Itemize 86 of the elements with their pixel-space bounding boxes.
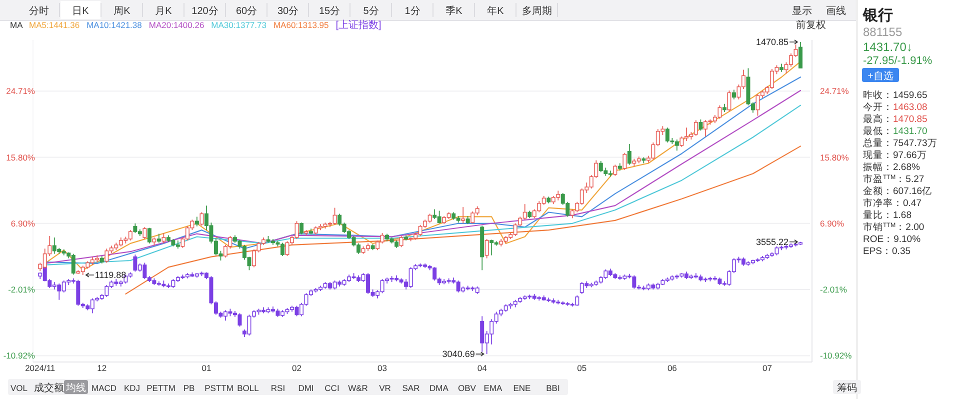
text: 市净率：0.47 [863, 197, 922, 209]
x-tick-label: 03 [378, 363, 388, 373]
text: 金额：607.16亿 [863, 185, 932, 197]
text: 日K [72, 6, 90, 17]
y-tick-label: 15.80% [6, 152, 36, 162]
text: VR [379, 383, 391, 393]
text: 银行 [862, 7, 893, 24]
annotation: 3040.69 [442, 349, 475, 360]
text: 昨收：1459.65 [863, 89, 928, 101]
text: EMA [484, 383, 503, 393]
text: -27.95/-1.91% [863, 55, 932, 67]
text: 年K [487, 5, 504, 17]
annotation: 1470.85 [756, 37, 788, 48]
text: MA5:1441.36 [29, 20, 80, 30]
text: MA30:1377.73 [211, 20, 267, 30]
annotation: 1119.88 [94, 270, 126, 280]
text: RSI [270, 383, 286, 393]
text: 月K [155, 6, 172, 17]
text: 120分 [192, 5, 218, 17]
x-tick-label: 12 [97, 363, 107, 373]
text: 总量：7547.73万 [862, 137, 938, 149]
text: 季K [446, 5, 463, 17]
text: PB [183, 383, 195, 393]
text: 前复权 [796, 19, 826, 31]
text: ROE：9.10% [863, 234, 922, 245]
text: BOLL [237, 383, 260, 393]
text: MA [10, 20, 24, 30]
text: EPS：0.35 [863, 246, 911, 257]
text: 1分 [404, 5, 420, 17]
text: 最低：1431.70 [863, 126, 928, 137]
text: MA60:1313.95 [273, 20, 330, 30]
y-tick-label: 6.90% [10, 218, 36, 228]
text: 881155 [863, 25, 902, 39]
text: OBV [458, 383, 476, 393]
text: SAR [402, 383, 420, 393]
text: MACD [91, 383, 117, 393]
text: 今开：1463.08 [863, 101, 928, 113]
y2-tick-label: 6.90% [820, 218, 845, 228]
text: 现量：97.66万 [863, 150, 927, 161]
text: ENE [513, 383, 532, 393]
text: 1431.70↓ [863, 40, 912, 54]
text: 多周期 [522, 5, 552, 17]
text: 分时 [29, 5, 49, 17]
text: 成交额 [34, 382, 64, 394]
text: 振幅：2.68% [863, 161, 920, 173]
x-tick-label: 04 [477, 363, 488, 373]
y2-tick-label: -10.92% [820, 350, 852, 361]
text: 30分 [277, 5, 299, 17]
y-tick-label: -2.01% [8, 284, 36, 295]
x-tick-label: 02 [292, 363, 302, 373]
text: 筹码 [837, 382, 857, 394]
text: BBI [546, 383, 560, 393]
text: [上证指数] [336, 19, 382, 31]
text: CCI [324, 383, 340, 393]
text: 市盈$^{TTM}$：5.27 [863, 173, 924, 185]
text: VOL [10, 383, 28, 393]
text: KDJ [124, 383, 140, 393]
x-tick-label: 2024/11 [25, 363, 56, 373]
y2-tick-label: 15.80% [820, 152, 850, 162]
text: 量比：1.68 [863, 209, 912, 221]
x-tick-label: 07 [762, 363, 772, 373]
text: 周K [114, 6, 131, 17]
text: W&R [348, 383, 368, 393]
y-tick-label: -10.92% [3, 350, 36, 361]
text: +自选 [868, 70, 894, 82]
text: MA20:1400.26 [148, 20, 204, 30]
text: DMI [298, 383, 314, 393]
text: 市销$^{TTM}$：2.00 [863, 221, 924, 233]
y2-tick-label: -2.01% [820, 284, 848, 295]
text: 15分 [318, 5, 340, 17]
text: MA10:1421.38 [86, 20, 142, 30]
y-tick-label: 24.71% [6, 86, 36, 96]
text: 最高：1470.85 [863, 113, 928, 125]
text: 显示 [792, 6, 812, 17]
text: 均线 [65, 382, 86, 394]
x-tick-label: 05 [577, 363, 587, 373]
y2-tick-label: 24.71% [820, 86, 850, 96]
annotation: 3555.22 [756, 236, 788, 247]
x-tick-label: 01 [202, 363, 212, 373]
text: DMA [430, 383, 449, 393]
text: 60分 [236, 5, 258, 17]
text: PETTM [146, 383, 176, 393]
text: 画线 [826, 5, 846, 17]
text: 5分 [363, 5, 379, 17]
text: PSTTM [204, 383, 234, 393]
x-tick-label: 06 [667, 363, 678, 373]
